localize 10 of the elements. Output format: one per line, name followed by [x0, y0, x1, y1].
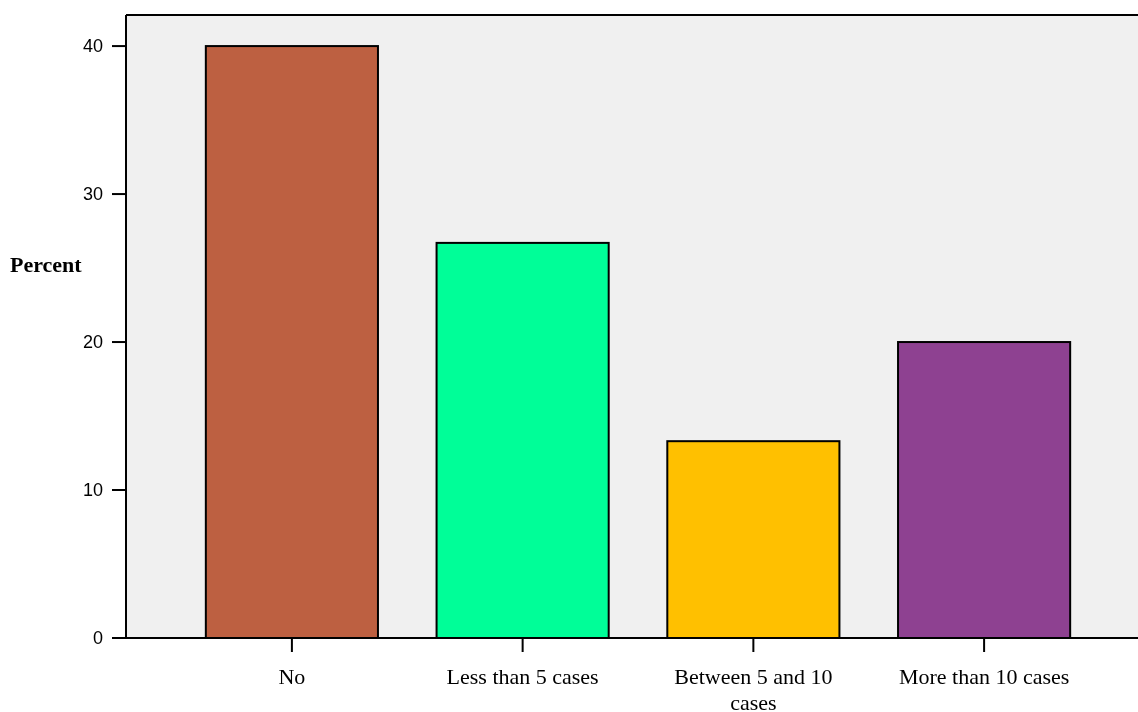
y-tick-label: 20	[82, 332, 103, 353]
y-tick-label: 30	[82, 184, 103, 205]
x-tick-label: No	[278, 664, 306, 689]
x-tick-label: Less than 5 cases	[446, 664, 599, 689]
x-tick-label: More than 10 cases	[898, 664, 1070, 689]
y-tick-label: 10	[82, 480, 103, 501]
y-tick-label: 40	[82, 36, 103, 57]
y-tick-label: 0	[92, 628, 103, 649]
x-tick-label: Between 5 and 10 cases	[674, 664, 833, 712]
y-axis-title: Percent	[10, 251, 83, 277]
